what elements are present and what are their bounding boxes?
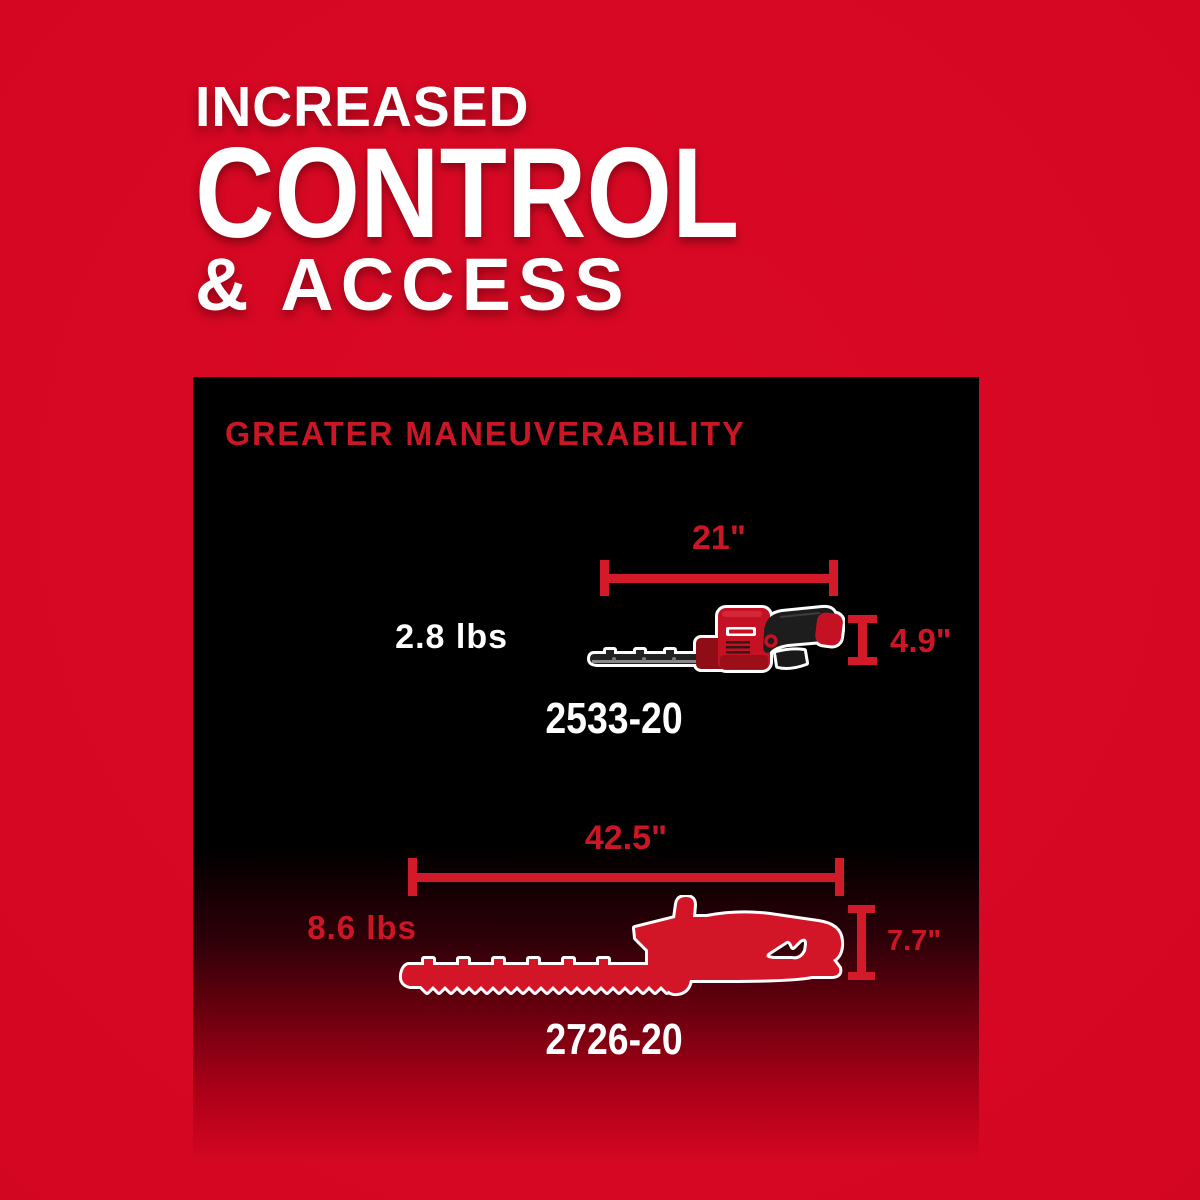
tool1-length-dimension-line bbox=[600, 560, 838, 596]
tool2-length-label: 42.5" bbox=[584, 819, 668, 857]
tool1-height-dimension-line bbox=[848, 615, 877, 665]
panel-heading: GREATER MANEUVERABILITY bbox=[225, 415, 746, 452]
dimension-bar-vertical bbox=[857, 907, 866, 978]
tool1-height-label: 4.9" bbox=[890, 622, 952, 659]
dimension-cap-right bbox=[835, 858, 844, 896]
tool2-height-label: 7.7" bbox=[887, 925, 942, 957]
title-line-2: CONTROL bbox=[195, 122, 740, 265]
tool2-model-label: 2726-20 bbox=[545, 1015, 683, 1064]
trimmer-body-icon bbox=[696, 608, 770, 670]
dimension-cap-bottom bbox=[848, 972, 875, 980]
dimension-bar bbox=[602, 573, 836, 583]
m18-hedge-trimmer-silhouette-image bbox=[398, 895, 845, 997]
tool2-length-dimension-line bbox=[408, 858, 844, 896]
tool2-height-dimension-line bbox=[848, 905, 875, 980]
trimmer-blade-icon bbox=[590, 650, 710, 664]
tool2-weight-label: 8.6 lbs bbox=[307, 909, 417, 946]
title-line-3: & ACCESS bbox=[195, 243, 631, 326]
tool1-weight-label: 2.8 lbs bbox=[395, 618, 508, 656]
tool1-length-label: 21" bbox=[692, 519, 746, 557]
m12-compact-hedge-trimmer-image bbox=[587, 604, 845, 673]
title-block: INCREASED CONTROL & ACCESS bbox=[195, 75, 828, 326]
title-line-1: INCREASED bbox=[195, 75, 530, 139]
dimension-bar-vertical bbox=[858, 617, 867, 663]
dimension-cap-bottom bbox=[848, 657, 877, 665]
comparison-panel: GREATER MANEUVERABILITY 21" 2.8 lbs bbox=[193, 377, 979, 1160]
dimension-bar bbox=[410, 872, 842, 882]
dimension-cap-right bbox=[829, 560, 838, 596]
trimmer-grip-icon bbox=[763, 607, 843, 667]
tool1-model-label: 2533-20 bbox=[545, 694, 683, 743]
